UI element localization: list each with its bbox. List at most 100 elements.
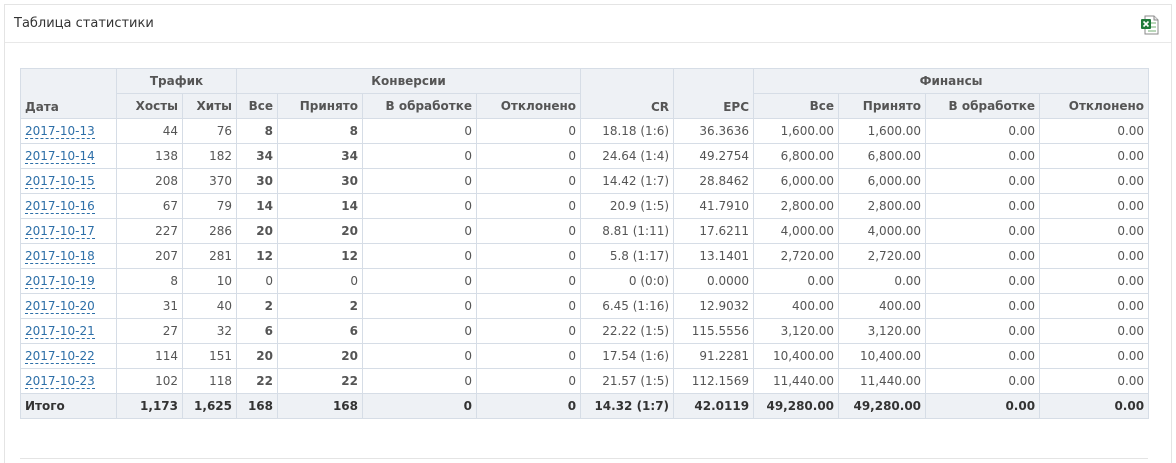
- cell-conv-accepted[interactable]: 14: [277, 193, 363, 219]
- cell-fin-accepted: 11,440.00: [838, 368, 927, 394]
- total-fin-all: 49,280.00: [753, 393, 840, 419]
- col-hosts-header: Хосты: [116, 93, 183, 119]
- date-link[interactable]: 2017-10-18: [25, 249, 95, 264]
- cell-hosts: 8: [116, 268, 183, 294]
- cell-conv-all[interactable]: 22: [236, 368, 278, 394]
- cell-date: 2017-10-17: [20, 218, 117, 244]
- cell-conv-rejected: 0: [475, 343, 582, 369]
- cell-hits: 370: [182, 168, 237, 194]
- date-link[interactable]: 2017-10-14: [25, 149, 95, 164]
- date-link[interactable]: 2017-10-21: [25, 324, 95, 339]
- cell-fin-processing: 0.00: [925, 218, 1041, 244]
- cell-conv-all[interactable]: 30: [236, 168, 278, 194]
- cell-fin-accepted: 1,600.00: [838, 118, 927, 144]
- cell-conv-rejected: 0: [475, 218, 582, 244]
- date-link[interactable]: 2017-10-13: [25, 124, 95, 139]
- group-header-row: Дата Трафик Конверсии CR EPC Финансы: [20, 68, 1150, 119]
- date-link[interactable]: 2017-10-16: [25, 199, 95, 214]
- excel-export-icon[interactable]: [1139, 14, 1161, 36]
- cell-epc: 17.6211: [673, 218, 755, 244]
- total-cr: 14.32 (1:7): [580, 393, 675, 419]
- cell-fin-accepted: 6,000.00: [838, 168, 927, 194]
- cell-conv-accepted[interactable]: 30: [277, 168, 363, 194]
- stats-table: Дата Трафик Конверсии CR EPC Финансы Хос…: [20, 68, 1150, 419]
- cell-fin-all: 11,440.00: [753, 368, 840, 394]
- col-finance-group: Финансы: [753, 68, 1150, 94]
- cell-epc: 91.2281: [673, 343, 755, 369]
- date-link[interactable]: 2017-10-22: [25, 349, 95, 364]
- cell-cr: 14.42 (1:7): [580, 168, 675, 194]
- cell-date: 2017-10-14: [20, 143, 117, 169]
- cell-conv-all[interactable]: 20: [236, 218, 278, 244]
- total-epc: 42.0119: [673, 393, 755, 419]
- cell-conv-all: 0: [236, 268, 278, 294]
- cell-conv-all[interactable]: 14: [236, 193, 278, 219]
- cell-fin-processing: 0.00: [925, 343, 1041, 369]
- cell-epc: 112.1569: [673, 368, 755, 394]
- cell-fin-all: 6,800.00: [753, 143, 840, 169]
- cell-hits: 118: [182, 368, 237, 394]
- cell-date: 2017-10-18: [20, 243, 117, 269]
- cell-hosts: 227: [116, 218, 183, 244]
- table-row: 2017-10-23 102 118 22 22 0 0 21.57 (1:5) 112.156…: [20, 368, 1150, 394]
- cell-conv-rejected: 0: [475, 168, 582, 194]
- cell-conv-all[interactable]: 8: [236, 118, 278, 144]
- cell-fin-processing: 0.00: [925, 143, 1041, 169]
- cell-conv-accepted[interactable]: 6: [277, 318, 363, 344]
- cell-cr: 18.18 (1:6): [580, 118, 675, 144]
- col-traffic-group: Трафик: [116, 68, 237, 94]
- cell-conv-all[interactable]: 20: [236, 343, 278, 369]
- cell-epc: 36.3636: [673, 118, 755, 144]
- cell-conv-rejected: 0: [475, 143, 582, 169]
- date-link[interactable]: 2017-10-20: [25, 299, 95, 314]
- table-body: 2017-10-13 44 76 8 8 0 0 18.18 (1:6) 36.3636 1,60…: [20, 118, 1150, 394]
- cell-conv-rejected: 0: [475, 293, 582, 319]
- cell-hits: 32: [182, 318, 237, 344]
- cell-fin-rejected: 0.00: [1039, 343, 1150, 369]
- cell-conv-processing: 0: [362, 193, 477, 219]
- cell-cr: 22.22 (1:5): [580, 318, 675, 344]
- cell-conv-accepted[interactable]: 12: [277, 243, 363, 269]
- cell-conv-all[interactable]: 34: [236, 143, 278, 169]
- cell-hits: 151: [182, 343, 237, 369]
- total-conv-accepted[interactable]: 168: [277, 393, 363, 419]
- cell-fin-all: 3,120.00: [753, 318, 840, 344]
- cell-hits: 10: [182, 268, 237, 294]
- col-conv-rejected-header: Отклонено: [475, 93, 582, 119]
- cell-fin-processing: 0.00: [925, 168, 1041, 194]
- cell-epc: 13.1401: [673, 243, 755, 269]
- cell-conv-all[interactable]: 12: [236, 243, 278, 269]
- cell-conv-accepted[interactable]: 20: [277, 343, 363, 369]
- cell-epc: 12.9032: [673, 293, 755, 319]
- cell-conv-accepted[interactable]: 2: [277, 293, 363, 319]
- date-link[interactable]: 2017-10-15: [25, 174, 95, 189]
- total-fin-accepted: 49,280.00: [838, 393, 927, 419]
- cell-conv-processing: 0: [362, 318, 477, 344]
- cell-conv-accepted[interactable]: 20: [277, 218, 363, 244]
- col-cr-header: CR: [580, 68, 675, 119]
- date-link[interactable]: 2017-10-23: [25, 374, 95, 389]
- sub-header-row: Хосты Хиты Все Принято В обработке Откло…: [21, 93, 1150, 119]
- cell-hits: 281: [182, 243, 237, 269]
- cell-conv-accepted[interactable]: 8: [277, 118, 363, 144]
- cell-conv-all[interactable]: 2: [236, 293, 278, 319]
- cell-conv-accepted: 0: [277, 268, 363, 294]
- cell-hosts: 207: [116, 243, 183, 269]
- date-link[interactable]: 2017-10-19: [25, 274, 95, 289]
- cell-conv-all[interactable]: 6: [236, 318, 278, 344]
- cell-fin-accepted: 10,400.00: [838, 343, 927, 369]
- date-link[interactable]: 2017-10-17: [25, 224, 95, 239]
- total-conv-all: 168: [236, 393, 278, 419]
- cell-conv-accepted[interactable]: 34: [277, 143, 363, 169]
- cell-fin-processing: 0.00: [925, 368, 1041, 394]
- divider: [20, 458, 1148, 459]
- totals-row: Итого 1,173 1,625 168 168 0 0 14.32 (1:7) 42.011…: [20, 393, 1150, 419]
- col-conv-accepted-header: Принято: [277, 93, 363, 119]
- cell-epc: 41.7910: [673, 193, 755, 219]
- cell-conv-accepted[interactable]: 22: [277, 368, 363, 394]
- cell-fin-all: 6,000.00: [753, 168, 840, 194]
- cell-conv-rejected: 0: [475, 268, 582, 294]
- cell-conv-processing: 0: [362, 268, 477, 294]
- total-conv-rejected: 0: [475, 393, 582, 419]
- cell-fin-accepted: 3,120.00: [838, 318, 927, 344]
